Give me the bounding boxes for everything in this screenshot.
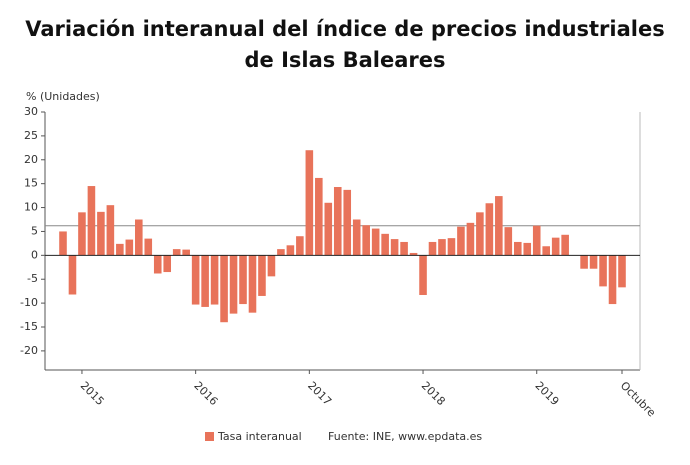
bar	[485, 203, 494, 256]
y-tick-label: 20	[24, 153, 38, 166]
y-axis-label: % (Unidades)	[26, 90, 100, 103]
bar	[580, 255, 588, 269]
bar	[371, 228, 380, 256]
y-tick-label: 30	[24, 105, 38, 118]
bar	[172, 249, 181, 256]
bar	[315, 177, 323, 256]
bar	[409, 252, 418, 256]
bar	[438, 239, 446, 256]
bar	[447, 238, 456, 256]
bar	[542, 246, 550, 256]
bar	[125, 239, 134, 256]
y-tick-label: 15	[24, 177, 38, 190]
bar	[551, 237, 560, 256]
x-tick-label: Octubre	[618, 379, 658, 419]
y-tick-label: 10	[24, 201, 38, 214]
bar	[220, 255, 228, 323]
bar	[78, 212, 86, 256]
bar	[153, 255, 162, 274]
y-tick-label: -15	[20, 320, 38, 333]
bar	[400, 241, 408, 256]
bar	[248, 255, 257, 313]
bar	[296, 236, 304, 256]
bar	[210, 255, 219, 305]
bar	[163, 255, 172, 273]
y-tick-label: 0	[31, 248, 38, 261]
bar	[362, 225, 370, 256]
bar	[381, 233, 389, 256]
bar	[116, 243, 124, 256]
bar	[87, 186, 96, 256]
x-tick-label: 2019	[532, 379, 561, 408]
bar	[106, 205, 115, 256]
bar	[532, 225, 541, 256]
bar	[267, 255, 276, 277]
legend-swatch	[205, 432, 214, 441]
bar	[68, 255, 77, 295]
bar	[476, 212, 484, 256]
bar	[343, 189, 352, 256]
bar	[135, 219, 143, 256]
bar	[144, 238, 153, 256]
bar	[286, 245, 295, 256]
bar	[191, 255, 200, 305]
bar	[352, 219, 361, 256]
y-tick-label: 5	[31, 224, 38, 237]
bar	[513, 241, 522, 256]
bar	[97, 211, 105, 256]
bar	[495, 196, 503, 256]
bar	[324, 202, 333, 256]
bar	[182, 249, 190, 256]
bar	[466, 222, 475, 256]
bar	[333, 187, 342, 256]
bar	[561, 234, 569, 256]
bar	[589, 255, 598, 269]
bar	[239, 255, 247, 305]
bar	[201, 255, 209, 307]
y-tick-label: -10	[20, 296, 38, 309]
bar	[618, 255, 626, 288]
bar	[229, 255, 238, 314]
source: Fuente: INE, www.epdata.es	[328, 430, 482, 443]
x-tick-label: 2017	[305, 379, 334, 408]
y-tick-label: -5	[27, 272, 38, 285]
chart-title: Variación interanual del índice de preci…	[25, 17, 665, 72]
legend-label: Tasa interanual	[217, 430, 302, 443]
bar	[419, 255, 427, 295]
x-tick-label: 2016	[191, 379, 220, 408]
bar	[523, 242, 532, 256]
bar	[457, 226, 465, 256]
bar	[59, 231, 67, 256]
bar	[277, 249, 285, 256]
x-tick-label: 2018	[419, 379, 448, 408]
bar	[608, 255, 617, 305]
y-tick-label: -20	[20, 344, 38, 357]
bar	[390, 239, 399, 256]
bar	[305, 150, 314, 256]
bar	[428, 241, 437, 256]
y-tick-label: 25	[24, 129, 38, 142]
x-tick-label: 2015	[78, 379, 107, 408]
bar	[599, 255, 607, 287]
bar	[504, 227, 513, 256]
bar	[258, 255, 266, 296]
